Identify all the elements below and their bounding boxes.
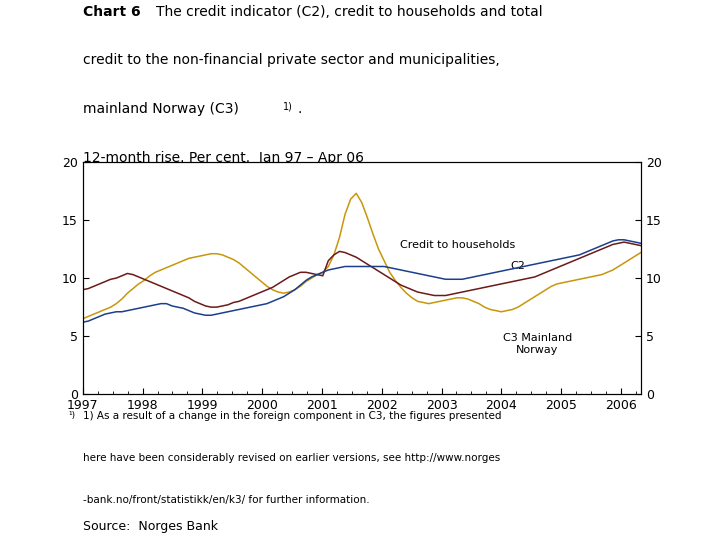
Text: Chart 6: Chart 6 (83, 5, 140, 19)
Text: C3 Mainland
Norway: C3 Mainland Norway (503, 333, 572, 355)
Text: C2: C2 (510, 261, 525, 271)
Text: 12-month rise. Per cent.  Jan 97 – Apr 06: 12-month rise. Per cent. Jan 97 – Apr 06 (83, 151, 364, 165)
Text: The credit indicator (C2), credit to households and total: The credit indicator (C2), credit to hou… (156, 5, 543, 19)
Text: here have been considerably revised on earlier versions, see http://www.norges: here have been considerably revised on e… (83, 453, 500, 463)
Text: mainland Norway (C3): mainland Norway (C3) (83, 102, 238, 116)
Text: -bank.no/front/statistikk/en/k3/ for further information.: -bank.no/front/statistikk/en/k3/ for fur… (83, 495, 369, 505)
Text: credit to the non-financial private sector and municipalities,: credit to the non-financial private sect… (83, 53, 500, 68)
Text: .: . (297, 102, 302, 116)
Text: Credit to households: Credit to households (400, 240, 515, 250)
Text: ¹): ¹) (68, 411, 76, 420)
Text: 1): 1) (283, 102, 293, 111)
Text: Source:  Norges Bank: Source: Norges Bank (83, 520, 218, 533)
Text: 1) As a result of a change in the foreign component in C3, the figures presented: 1) As a result of a change in the foreig… (83, 411, 501, 421)
